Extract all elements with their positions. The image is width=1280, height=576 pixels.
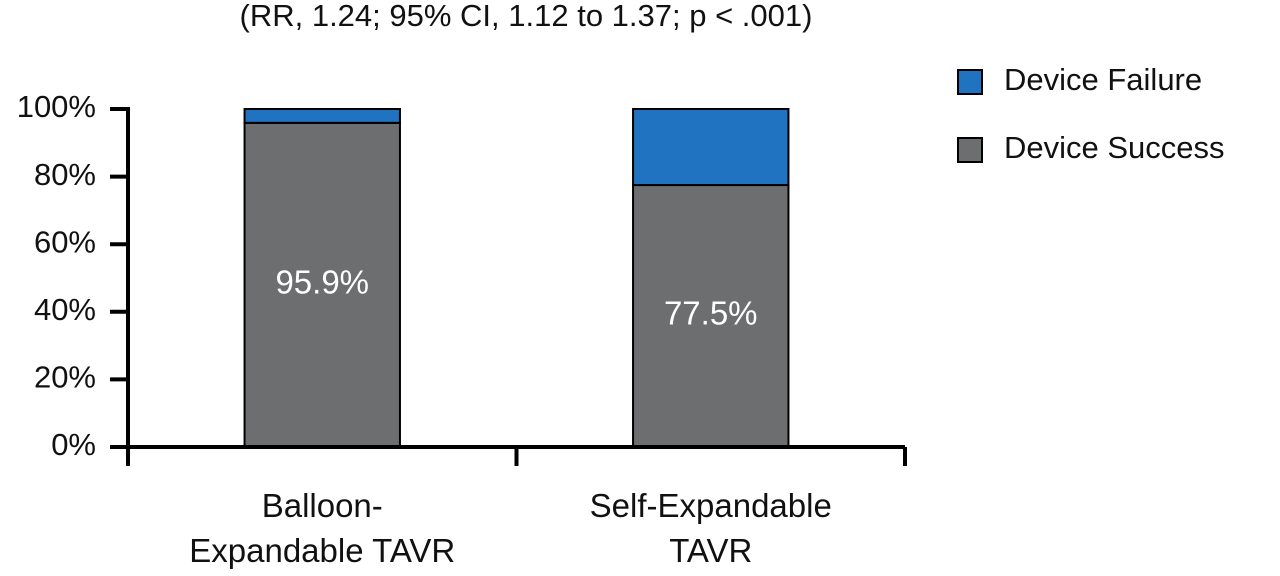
legend-swatch <box>957 69 983 95</box>
value-label: 77.5% <box>664 295 758 332</box>
legend-label: Device Failure <box>1004 62 1202 97</box>
legend-label: Device Success <box>1004 130 1225 165</box>
y-tick-label: 80% <box>34 157 96 192</box>
y-tick-label: 100% <box>17 89 96 124</box>
y-tick-label: 0% <box>51 427 96 462</box>
bar-segment <box>632 108 790 187</box>
bar-segment <box>243 108 401 124</box>
x-tick-label: Self-Expandable TAVR <box>590 487 832 569</box>
chart-subtitle: (RR, 1.24; 95% CI, 1.12 to 1.37; p < .00… <box>240 0 813 33</box>
value-label: 95.9% <box>275 264 369 301</box>
bar-segment <box>632 184 790 449</box>
legend-swatch <box>957 137 983 163</box>
x-tick-label: Balloon-Expandable TAVR <box>189 487 455 569</box>
y-tick-label: 40% <box>34 292 96 327</box>
y-tick-label: 60% <box>34 224 96 259</box>
y-tick-label: 20% <box>34 360 96 395</box>
